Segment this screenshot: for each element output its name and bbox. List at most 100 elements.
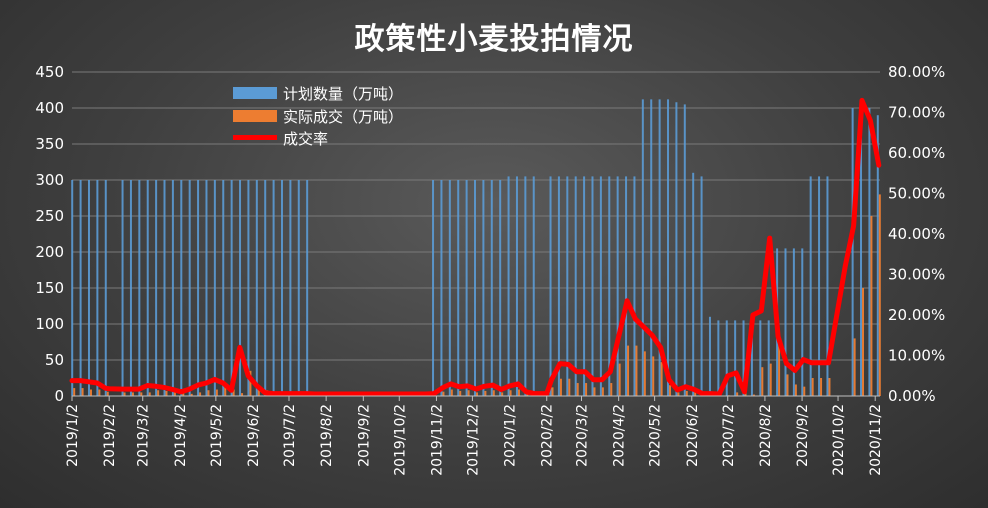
bar-planned: [171, 180, 174, 396]
bar-actual: [862, 288, 865, 396]
bar-actual: [568, 378, 571, 396]
bar-actual: [870, 216, 873, 396]
bar-actual: [685, 390, 688, 396]
legend-label-planned: 计划数量（万吨）: [283, 85, 403, 103]
bar-actual: [618, 363, 621, 396]
y2-tick-label: 20.00%: [888, 306, 945, 324]
x-tick-label: 2019/9/2: [356, 404, 372, 467]
bar-planned: [87, 180, 90, 396]
y-tick-label: 0: [54, 387, 64, 405]
bar-actual: [769, 363, 772, 396]
bar-actual: [190, 393, 193, 396]
bar-actual: [593, 387, 596, 396]
bar-planned: [79, 180, 82, 396]
x-tick-label: 2020/6/2: [685, 404, 701, 467]
x-tick-label: 2020/1/2: [503, 404, 519, 467]
y-tick-label: 350: [35, 135, 64, 153]
x-tick-label: 2019/5/2: [209, 404, 225, 467]
planned-bars: [71, 99, 879, 397]
bar-actual: [148, 392, 151, 396]
legend: 计划数量（万吨） 实际成交（万吨） 成交率: [233, 85, 403, 148]
bar-planned: [725, 320, 728, 396]
bar-actual: [165, 390, 168, 396]
bar-planned: [675, 102, 678, 397]
bar-planned: [306, 180, 309, 396]
bar-planned: [700, 176, 703, 396]
bar-planned: [289, 180, 292, 396]
bar-planned: [818, 176, 821, 396]
bar-planned: [566, 176, 569, 396]
bar-actual: [207, 390, 210, 396]
bar-actual: [501, 392, 504, 396]
bar-actual: [585, 383, 588, 396]
bar-actual: [853, 338, 856, 396]
y-tick-label: 250: [35, 207, 64, 225]
bar-actual: [551, 387, 554, 396]
x-tick-label: 2020/5/2: [648, 404, 664, 467]
bar-planned: [104, 180, 107, 396]
bar-actual: [509, 390, 512, 396]
bar-planned: [742, 320, 745, 396]
bar-planned: [625, 176, 628, 396]
bar-planned: [759, 320, 762, 396]
bar-planned: [163, 180, 166, 396]
x-tick-label: 2020/10/2: [831, 404, 847, 476]
bar-planned: [180, 180, 183, 396]
y2-tick-label: 40.00%: [888, 225, 945, 243]
bar-planned: [432, 180, 435, 396]
y2-tick-label: 10.00%: [888, 347, 945, 365]
x-tick-label: 2019/4/2: [173, 404, 189, 467]
x-tick-label: 2019/12/2: [465, 404, 481, 476]
bar-actual: [467, 390, 470, 396]
bar-actual: [241, 393, 244, 396]
bar-planned: [876, 115, 879, 396]
bar-actual: [98, 389, 101, 396]
bar-planned: [734, 320, 737, 396]
bar-planned: [557, 176, 560, 396]
y2-tick-label: 80.00%: [888, 63, 945, 81]
bar-actual: [811, 378, 814, 396]
bar-planned: [71, 180, 74, 396]
bar-planned: [96, 180, 99, 396]
bar-planned: [532, 176, 535, 396]
x-tick-label: 2019/11/2: [429, 404, 445, 476]
bar-planned: [121, 180, 124, 396]
bar-planned: [465, 180, 468, 396]
y-tick-label: 200: [35, 243, 64, 261]
bar-actual: [652, 356, 655, 396]
bar-planned: [860, 108, 863, 396]
bar-actual: [224, 387, 227, 396]
bar-actual: [89, 389, 92, 396]
x-tick-label: 2020/7/2: [721, 404, 737, 467]
x-tick-label: 2019/1/2: [65, 404, 81, 467]
bar-planned: [868, 108, 871, 396]
bar-planned: [264, 180, 267, 396]
bar-actual: [232, 389, 235, 396]
y-tick-label: 50: [45, 351, 64, 369]
bar-planned: [641, 99, 644, 397]
bar-actual: [786, 374, 789, 396]
bar-planned: [524, 176, 527, 396]
bar-planned: [515, 176, 518, 396]
y-axis-right-ticks: 0.00% 10.00% 20.00% 30.00% 40.00% 50.00% 60.00…: [888, 63, 945, 405]
bar-planned: [448, 180, 451, 396]
bar-planned: [616, 176, 619, 396]
x-axis-ticks: 2019/1/2 2019/2/2 2019/3/2 2019/4/2 2019/5/2…: [65, 396, 884, 476]
bar-planned: [129, 180, 132, 396]
bar-planned: [792, 248, 795, 396]
x-tick-label: 2019/2/2: [102, 404, 118, 467]
bar-actual: [635, 345, 638, 396]
bar-planned: [851, 108, 854, 396]
bar-planned: [280, 180, 283, 396]
bar-planned: [197, 180, 200, 396]
bar-actual: [106, 391, 109, 396]
bar-planned: [599, 176, 602, 396]
bar-actual: [81, 388, 84, 396]
actual-bars: [73, 194, 881, 396]
bar-planned: [474, 180, 476, 396]
bar-planned: [146, 180, 149, 396]
bar-actual: [484, 390, 487, 396]
bar-actual: [526, 393, 529, 396]
y-tick-label: 450: [35, 63, 64, 81]
